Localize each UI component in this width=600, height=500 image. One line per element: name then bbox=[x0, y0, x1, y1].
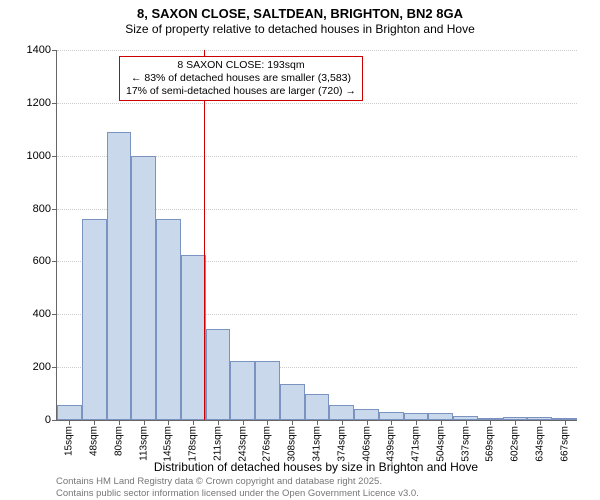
xtick-label: 439sqm bbox=[386, 426, 397, 462]
xtick-mark bbox=[540, 420, 541, 425]
ytick-mark bbox=[52, 367, 57, 368]
xtick-label: 471sqm bbox=[411, 426, 422, 462]
ytick-mark bbox=[52, 314, 57, 315]
xtick-label: 211sqm bbox=[212, 426, 223, 461]
annotation-box: 8 SAXON CLOSE: 193sqm← 83% of detached h… bbox=[119, 56, 363, 101]
histogram-bar bbox=[255, 361, 280, 420]
histogram-bar bbox=[156, 219, 181, 420]
annotation-line: 8 SAXON CLOSE: 193sqm bbox=[126, 59, 356, 72]
ytick-mark bbox=[52, 261, 57, 262]
gridline bbox=[57, 103, 577, 104]
xtick-mark bbox=[94, 420, 95, 425]
gridline bbox=[57, 50, 577, 51]
annotation-line: ← 83% of detached houses are smaller (3,… bbox=[126, 72, 356, 85]
plot-area: 020040060080010001200140015sqm48sqm80sqm… bbox=[56, 50, 577, 421]
xtick-label: 602sqm bbox=[510, 426, 521, 462]
xtick-label: 537sqm bbox=[460, 426, 471, 462]
xtick-label: 145sqm bbox=[163, 426, 174, 462]
histogram-bar bbox=[107, 132, 132, 420]
xtick-mark bbox=[243, 420, 244, 425]
xtick-label: 15sqm bbox=[64, 426, 75, 456]
xtick-label: 308sqm bbox=[287, 426, 298, 462]
xtick-label: 80sqm bbox=[113, 426, 124, 456]
xtick-mark bbox=[69, 420, 70, 425]
xtick-mark bbox=[193, 420, 194, 425]
ytick-label: 1000 bbox=[27, 150, 51, 162]
xtick-mark bbox=[466, 420, 467, 425]
ytick-label: 800 bbox=[33, 203, 51, 215]
xtick-label: 178sqm bbox=[188, 426, 199, 462]
xtick-mark bbox=[565, 420, 566, 425]
ytick-mark bbox=[52, 209, 57, 210]
xtick-label: 48sqm bbox=[89, 426, 100, 456]
xtick-mark bbox=[144, 420, 145, 425]
histogram-bar bbox=[428, 413, 453, 420]
xtick-mark bbox=[416, 420, 417, 425]
xtick-mark bbox=[441, 420, 442, 425]
ytick-label: 0 bbox=[45, 414, 51, 426]
histogram-bar bbox=[206, 329, 231, 420]
xtick-mark bbox=[342, 420, 343, 425]
xtick-mark bbox=[267, 420, 268, 425]
ytick-label: 600 bbox=[33, 255, 51, 267]
annotation-line: 17% of semi-detached houses are larger (… bbox=[126, 85, 356, 98]
xtick-mark bbox=[218, 420, 219, 425]
xtick-label: 341sqm bbox=[312, 426, 323, 462]
histogram-bar bbox=[404, 413, 429, 420]
footer-line-2: Contains public sector information licen… bbox=[56, 488, 419, 499]
ytick-mark bbox=[52, 156, 57, 157]
xtick-label: 243sqm bbox=[237, 426, 248, 462]
ytick-mark bbox=[52, 103, 57, 104]
xtick-mark bbox=[515, 420, 516, 425]
xtick-label: 406sqm bbox=[361, 426, 372, 462]
xtick-mark bbox=[317, 420, 318, 425]
histogram-bar bbox=[329, 405, 354, 420]
histogram-bar bbox=[57, 405, 82, 420]
xtick-label: 374sqm bbox=[336, 426, 347, 462]
xtick-label: 569sqm bbox=[485, 426, 496, 462]
histogram-bar bbox=[82, 219, 107, 420]
ytick-label: 200 bbox=[33, 361, 51, 373]
histogram-bar bbox=[280, 384, 305, 420]
xtick-mark bbox=[168, 420, 169, 425]
footer-line-1: Contains HM Land Registry data © Crown c… bbox=[56, 476, 419, 487]
xtick-mark bbox=[367, 420, 368, 425]
ytick-mark bbox=[52, 50, 57, 51]
footer-attribution: Contains HM Land Registry data © Crown c… bbox=[56, 476, 419, 499]
histogram-bar bbox=[305, 394, 330, 420]
xtick-label: 634sqm bbox=[534, 426, 545, 462]
histogram-bar bbox=[379, 412, 404, 420]
histogram-bar bbox=[181, 255, 206, 420]
ytick-mark bbox=[52, 420, 57, 421]
ytick-label: 1400 bbox=[27, 44, 51, 56]
xtick-label: 113sqm bbox=[138, 426, 149, 461]
histogram-bar bbox=[131, 156, 156, 420]
xtick-label: 276sqm bbox=[262, 426, 273, 462]
ytick-label: 400 bbox=[33, 308, 51, 320]
histogram-bar bbox=[354, 409, 379, 420]
chart-title: 8, SAXON CLOSE, SALTDEAN, BRIGHTON, BN2 … bbox=[0, 0, 600, 21]
xtick-mark bbox=[391, 420, 392, 425]
xtick-label: 504sqm bbox=[435, 426, 446, 462]
xtick-mark bbox=[292, 420, 293, 425]
xtick-mark bbox=[490, 420, 491, 425]
x-axis-label: Distribution of detached houses by size … bbox=[56, 460, 576, 474]
xtick-label: 667sqm bbox=[559, 426, 570, 462]
xtick-mark bbox=[119, 420, 120, 425]
reference-line bbox=[204, 50, 205, 420]
ytick-label: 1200 bbox=[27, 97, 51, 109]
histogram-bar bbox=[230, 361, 255, 420]
chart-subtitle: Size of property relative to detached ho… bbox=[0, 22, 600, 36]
